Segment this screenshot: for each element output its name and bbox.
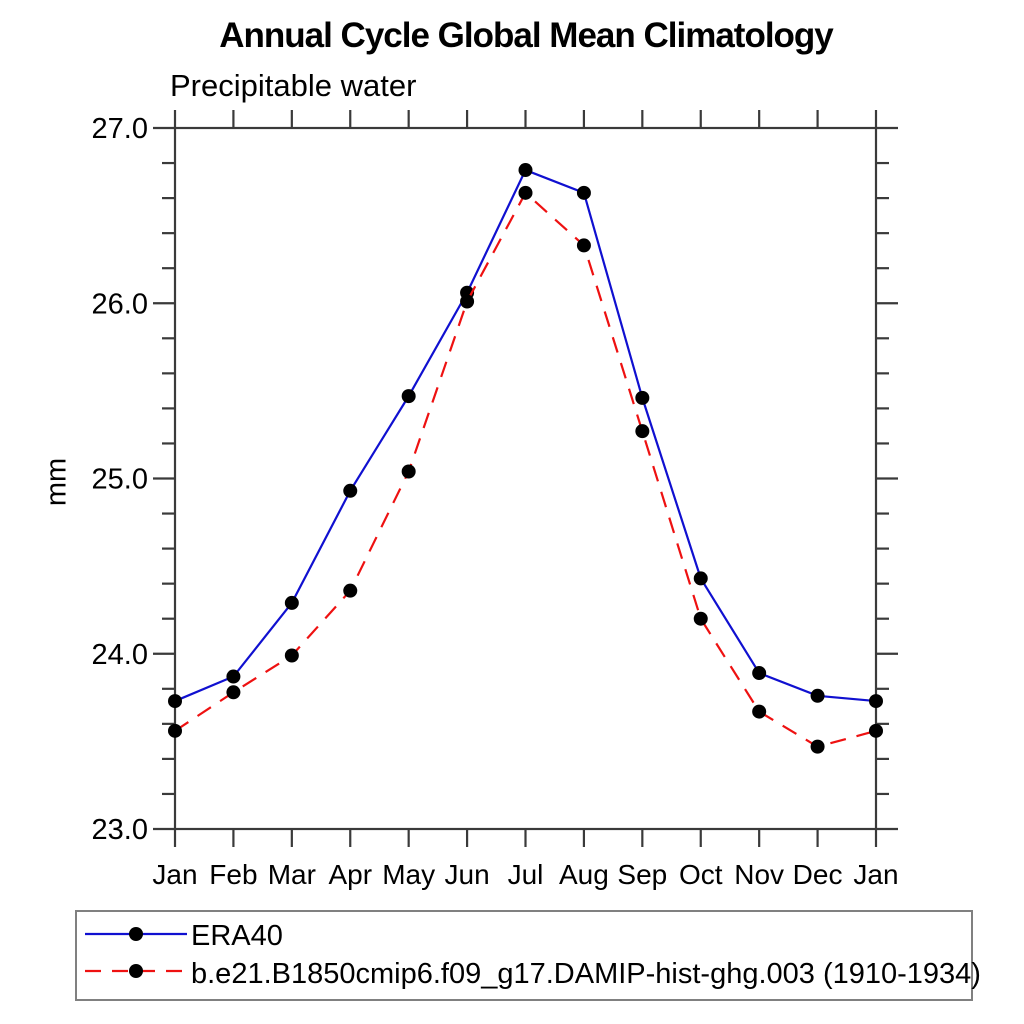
axis-frame bbox=[173, 126, 878, 831]
data-point-marker bbox=[401, 389, 416, 404]
data-point-marker bbox=[460, 294, 475, 309]
data-point-marker bbox=[226, 685, 241, 700]
data-point-marker bbox=[343, 583, 358, 598]
chart-subtitle: Precipitable water bbox=[170, 68, 417, 103]
data-point-marker bbox=[168, 723, 182, 738]
x-tick-label: Jan bbox=[853, 859, 898, 890]
data-point-marker bbox=[576, 185, 591, 200]
y-axis-ticks bbox=[153, 126, 898, 831]
legend-swatch bbox=[85, 964, 187, 979]
series-damip bbox=[168, 185, 883, 754]
legend-swatch bbox=[85, 926, 187, 941]
data-point-marker bbox=[752, 666, 767, 681]
data-point-marker bbox=[401, 464, 416, 479]
data-point-marker bbox=[810, 688, 825, 703]
y-tick-labels: 23.0 24.0 25.0 26.0 27.0 bbox=[92, 113, 148, 846]
legend-label-era40: ERA40 bbox=[191, 920, 283, 953]
data-point-marker bbox=[869, 694, 883, 709]
chart-title: Annual Cycle Global Mean Climatology bbox=[219, 16, 834, 55]
legend-label-damip: b.e21.B1850cmip6.f09_g17.DAMIP-hist-ghg.… bbox=[191, 957, 981, 990]
series-line bbox=[174, 191, 877, 748]
data-point-marker bbox=[635, 424, 650, 439]
x-tick-label: Jan bbox=[152, 859, 197, 890]
x-tick-label: Dec bbox=[793, 859, 843, 890]
data-point-marker bbox=[869, 723, 883, 738]
legend-line-sample-era40 bbox=[83, 922, 191, 952]
legend-row-era40: ERA40 bbox=[83, 922, 967, 952]
x-tick-label: Mar bbox=[268, 859, 316, 890]
x-tick-label: Jun bbox=[445, 859, 490, 890]
x-tick-label: Aug bbox=[559, 859, 609, 890]
y-tick-label: 24.0 bbox=[92, 639, 148, 671]
x-tick-label: Jul bbox=[508, 859, 544, 890]
data-point-marker bbox=[284, 648, 299, 663]
data-point-marker bbox=[518, 163, 533, 178]
legend-line-sample-damip bbox=[83, 959, 191, 989]
legend: ERA40 b.e21.B1850cmip6.f09_g17.DAMIP-his… bbox=[75, 910, 981, 1001]
data-point-marker bbox=[343, 483, 358, 498]
x-tick-label: Sep bbox=[617, 859, 667, 890]
x-axis-ticks bbox=[173, 110, 878, 847]
y-tick-label: 25.0 bbox=[92, 464, 148, 496]
x-tick-labels: Jan Feb Mar Apr May Jun Jul Aug Sep Oct Nov Dec Jan bbox=[152, 859, 898, 890]
data-point-marker bbox=[226, 669, 241, 684]
x-tick-label: Apr bbox=[328, 859, 372, 890]
data-point-marker bbox=[576, 238, 591, 253]
x-tick-label: May bbox=[382, 859, 435, 890]
y-tick-label: 23.0 bbox=[92, 814, 148, 846]
data-point-marker bbox=[810, 739, 825, 754]
data-point-marker bbox=[693, 571, 708, 586]
x-tick-label: Feb bbox=[209, 859, 257, 890]
x-tick-label: Nov bbox=[734, 859, 784, 890]
data-point-marker bbox=[693, 611, 708, 626]
y-tick-label: 27.0 bbox=[92, 113, 148, 145]
series-era40 bbox=[168, 163, 883, 709]
series-line bbox=[174, 168, 877, 703]
x-tick-label: Oct bbox=[679, 859, 723, 890]
y-tick-label: 26.0 bbox=[92, 288, 148, 320]
data-point-marker bbox=[518, 185, 533, 200]
data-point-marker bbox=[752, 704, 767, 719]
data-point-marker bbox=[168, 694, 182, 709]
data-point-marker bbox=[635, 390, 650, 405]
data-point-marker bbox=[284, 595, 299, 610]
legend-row-damip: b.e21.B1850cmip6.f09_g17.DAMIP-hist-ghg.… bbox=[83, 959, 981, 989]
